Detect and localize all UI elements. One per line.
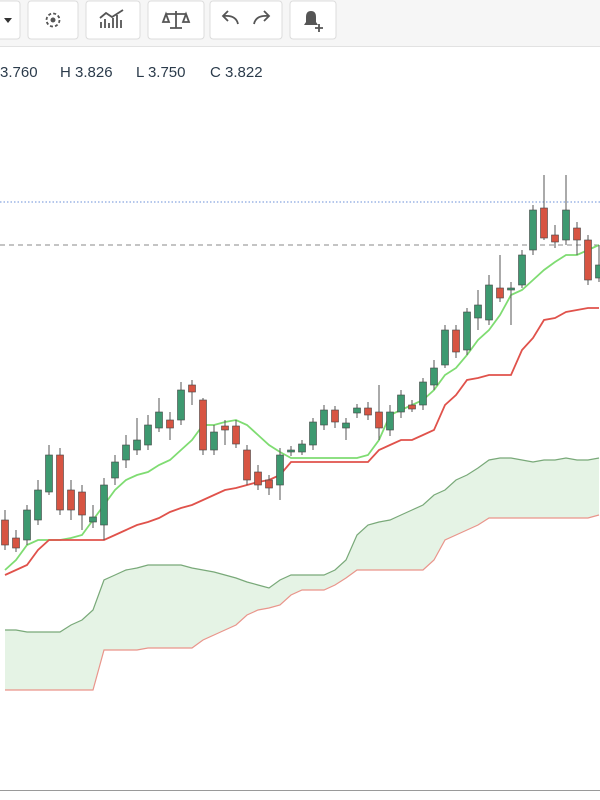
candle-body <box>155 411 163 429</box>
candle-body <box>551 234 559 243</box>
cloud-span-b <box>5 514 600 691</box>
candle-body <box>518 254 526 286</box>
candle-body <box>595 264 600 279</box>
candle-body <box>133 439 141 451</box>
candle-body <box>309 421 317 446</box>
candle-body <box>353 407 361 414</box>
candle-body <box>78 491 86 516</box>
dropdown-button[interactable] <box>0 0 21 40</box>
indicator-icon <box>99 9 124 28</box>
candle-body <box>452 329 460 353</box>
bell-icon <box>304 11 318 25</box>
candle-body <box>419 381 427 406</box>
candle-body <box>276 454 284 486</box>
candle-body <box>67 489 75 511</box>
candle-body <box>232 425 240 445</box>
alert-button[interactable] <box>289 0 337 40</box>
candle-body <box>342 422 350 429</box>
ohlc-readout: 3.760 H 3.826 L 3.750 C 3.822 <box>0 64 263 81</box>
candle-body <box>188 384 196 393</box>
candle-body <box>485 284 493 321</box>
cloud-span-a <box>5 457 600 633</box>
settings-button[interactable] <box>27 0 79 40</box>
candle-body <box>166 419 174 429</box>
candle-body <box>100 484 108 526</box>
undo-redo-group <box>209 0 283 40</box>
candle-body <box>584 239 592 281</box>
candle-body <box>320 409 328 426</box>
candle-body <box>573 227 581 241</box>
candle-body <box>243 449 251 481</box>
plus-icon <box>315 24 323 32</box>
candle-body <box>386 411 394 431</box>
undo-icon[interactable] <box>221 10 239 25</box>
button-bg <box>209 0 283 40</box>
candle-body <box>408 404 416 410</box>
gear-center <box>50 17 56 23</box>
candle-body <box>529 209 537 251</box>
candle-body <box>364 407 372 416</box>
candle-body <box>474 304 482 319</box>
candle-body <box>540 207 548 239</box>
candle-body <box>265 479 273 489</box>
candle-body <box>463 311 471 351</box>
candle-body <box>507 287 515 291</box>
candle-body <box>56 454 64 511</box>
candle-body <box>144 424 152 446</box>
close-value: C 3.822 <box>210 64 263 81</box>
candle-body <box>496 287 504 299</box>
candle-body <box>1 519 9 546</box>
candle-body <box>199 399 207 451</box>
high-value: H 3.826 <box>60 64 113 81</box>
indicators-button[interactable] <box>85 0 141 40</box>
candle-body <box>210 431 218 451</box>
candle-body <box>23 509 31 541</box>
candle-body <box>177 389 185 421</box>
compare-button[interactable] <box>147 0 205 40</box>
low-value: L 3.750 <box>136 64 186 81</box>
candle-body <box>34 489 42 521</box>
candle-body <box>111 461 119 479</box>
candle-body <box>89 516 97 523</box>
candle-body <box>45 454 53 493</box>
candle-body <box>298 443 306 453</box>
candle-body <box>430 367 438 386</box>
open-value: 3.760 <box>0 64 38 81</box>
cloud-fill <box>5 458 599 690</box>
candle-body <box>12 537 20 549</box>
candle-body <box>562 209 570 241</box>
candle-body <box>122 444 130 461</box>
redo-icon[interactable] <box>253 10 271 25</box>
candle-body <box>254 471 262 486</box>
candle-body <box>397 394 405 413</box>
candle-body <box>287 449 295 453</box>
caret-icon <box>4 18 12 23</box>
candle-body <box>375 411 383 429</box>
gear-icon <box>45 12 61 28</box>
candle-body <box>331 409 339 423</box>
candle-body <box>221 425 229 431</box>
scales-icon <box>161 11 191 29</box>
candle-body <box>441 329 449 366</box>
